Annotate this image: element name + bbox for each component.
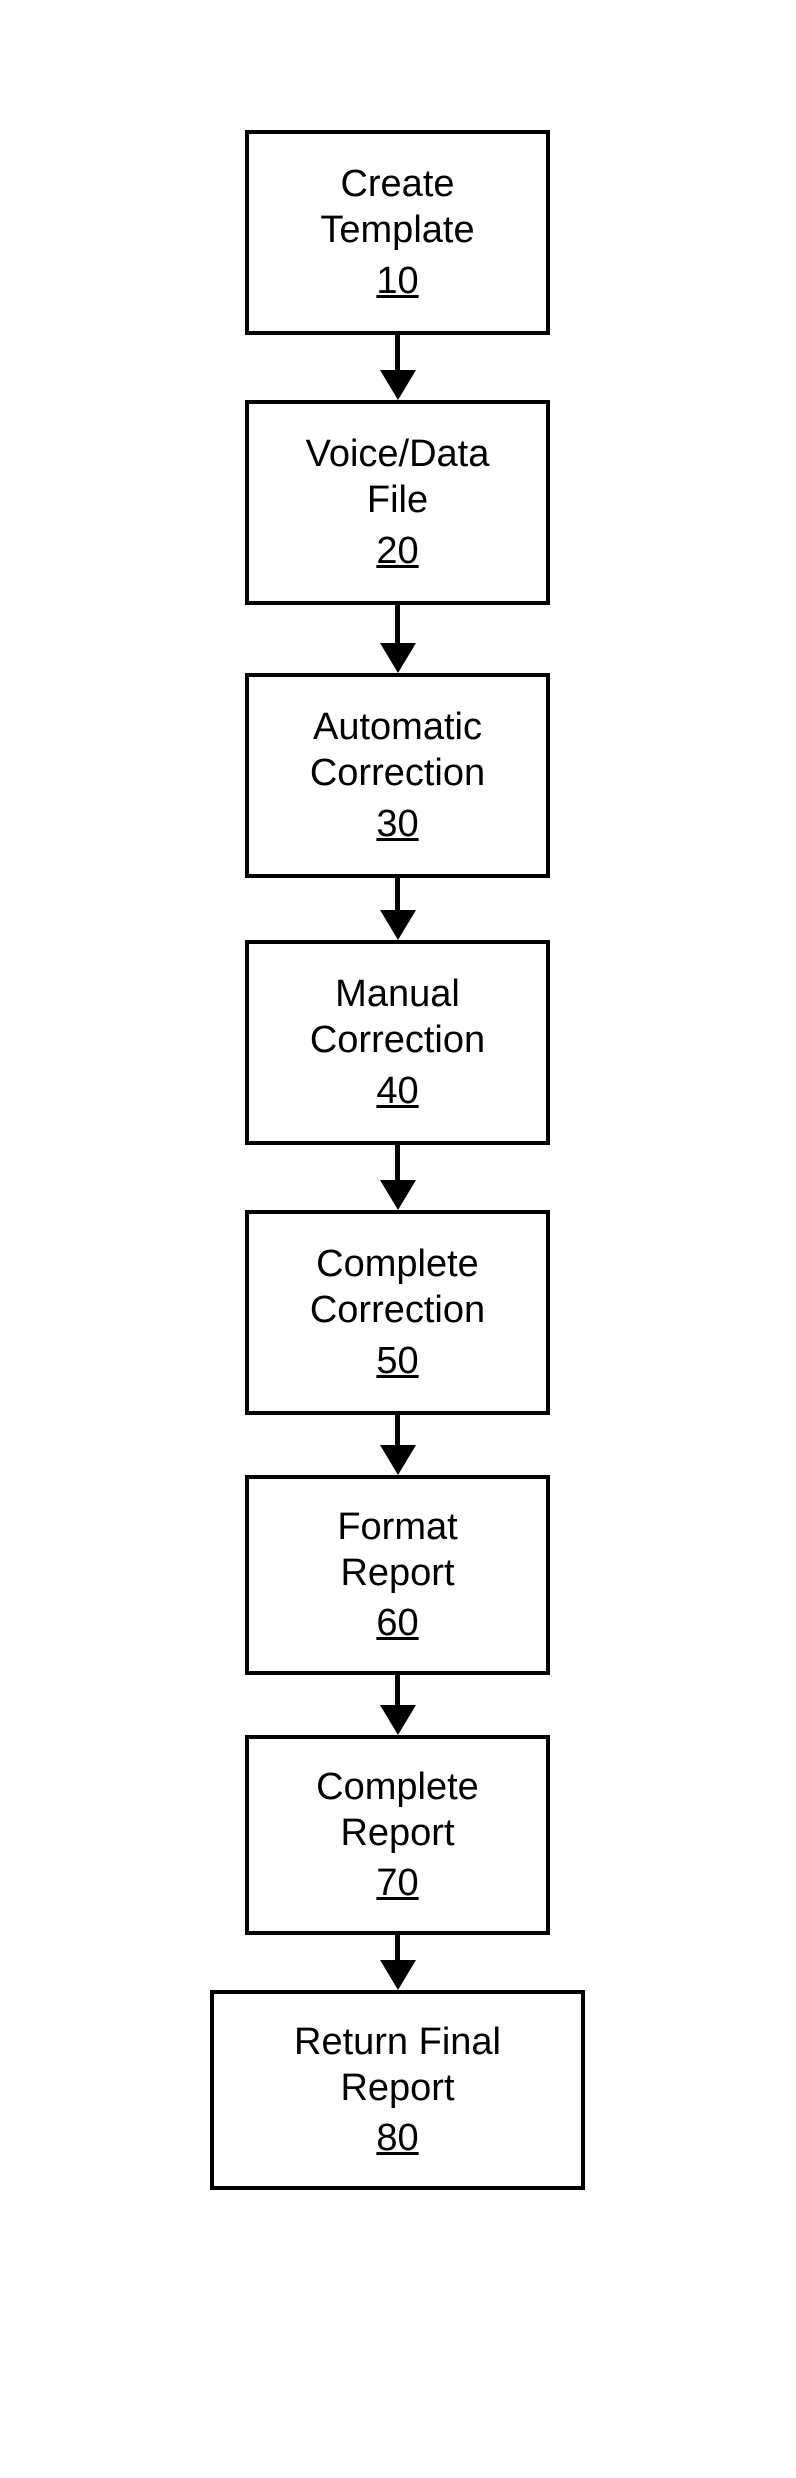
flowchart-node-40: Manual Correction 40 (245, 940, 550, 1145)
arrow-line (395, 605, 400, 643)
node-label: Complete Correction (310, 1242, 485, 1333)
flowchart-node-70: Complete Report 70 (245, 1735, 550, 1935)
arrow-line (395, 335, 400, 370)
arrow-line (395, 1935, 400, 1960)
flowchart-node-60: Format Report 60 (245, 1475, 550, 1675)
node-number: 70 (376, 1862, 418, 1905)
flowchart-arrow (380, 605, 416, 673)
node-label: Complete Report (316, 1765, 479, 1856)
arrow-line (395, 878, 400, 910)
arrow-head-icon (380, 370, 416, 400)
arrow-head-icon (380, 1180, 416, 1210)
flowchart-arrow (380, 1675, 416, 1735)
flowchart-container: Create Template 10 Voice/Data File 20 Automa… (210, 130, 585, 2190)
node-label: Format Report (337, 1505, 457, 1596)
node-number: 20 (376, 530, 418, 573)
flowchart-node-30: Automatic Correction 30 (245, 673, 550, 878)
node-number: 10 (376, 260, 418, 303)
flowchart-arrow (380, 1145, 416, 1210)
flowchart-node-20: Voice/Data File 20 (245, 400, 550, 605)
arrow-head-icon (380, 1705, 416, 1735)
node-number: 80 (376, 2117, 418, 2160)
node-number: 40 (376, 1070, 418, 1113)
arrow-head-icon (380, 1960, 416, 1990)
flowchart-node-50: Complete Correction 50 (245, 1210, 550, 1415)
node-label: Return Final Report (294, 2020, 501, 2111)
arrow-line (395, 1145, 400, 1180)
arrow-line (395, 1675, 400, 1705)
arrow-head-icon (380, 1445, 416, 1475)
node-label: Automatic Correction (310, 705, 485, 796)
node-number: 50 (376, 1340, 418, 1383)
flowchart-arrow (380, 878, 416, 940)
node-number: 60 (376, 1602, 418, 1645)
node-label: Create Template (320, 162, 474, 253)
flowchart-arrow (380, 1415, 416, 1475)
node-label: Voice/Data File (306, 432, 490, 523)
flowchart-arrow (380, 335, 416, 400)
arrow-head-icon (380, 910, 416, 940)
flowchart-arrow (380, 1935, 416, 1990)
arrow-head-icon (380, 643, 416, 673)
flowchart-node-80: Return Final Report 80 (210, 1990, 585, 2190)
flowchart-node-10: Create Template 10 (245, 130, 550, 335)
arrow-line (395, 1415, 400, 1445)
node-label: Manual Correction (310, 972, 485, 1063)
node-number: 30 (376, 803, 418, 846)
